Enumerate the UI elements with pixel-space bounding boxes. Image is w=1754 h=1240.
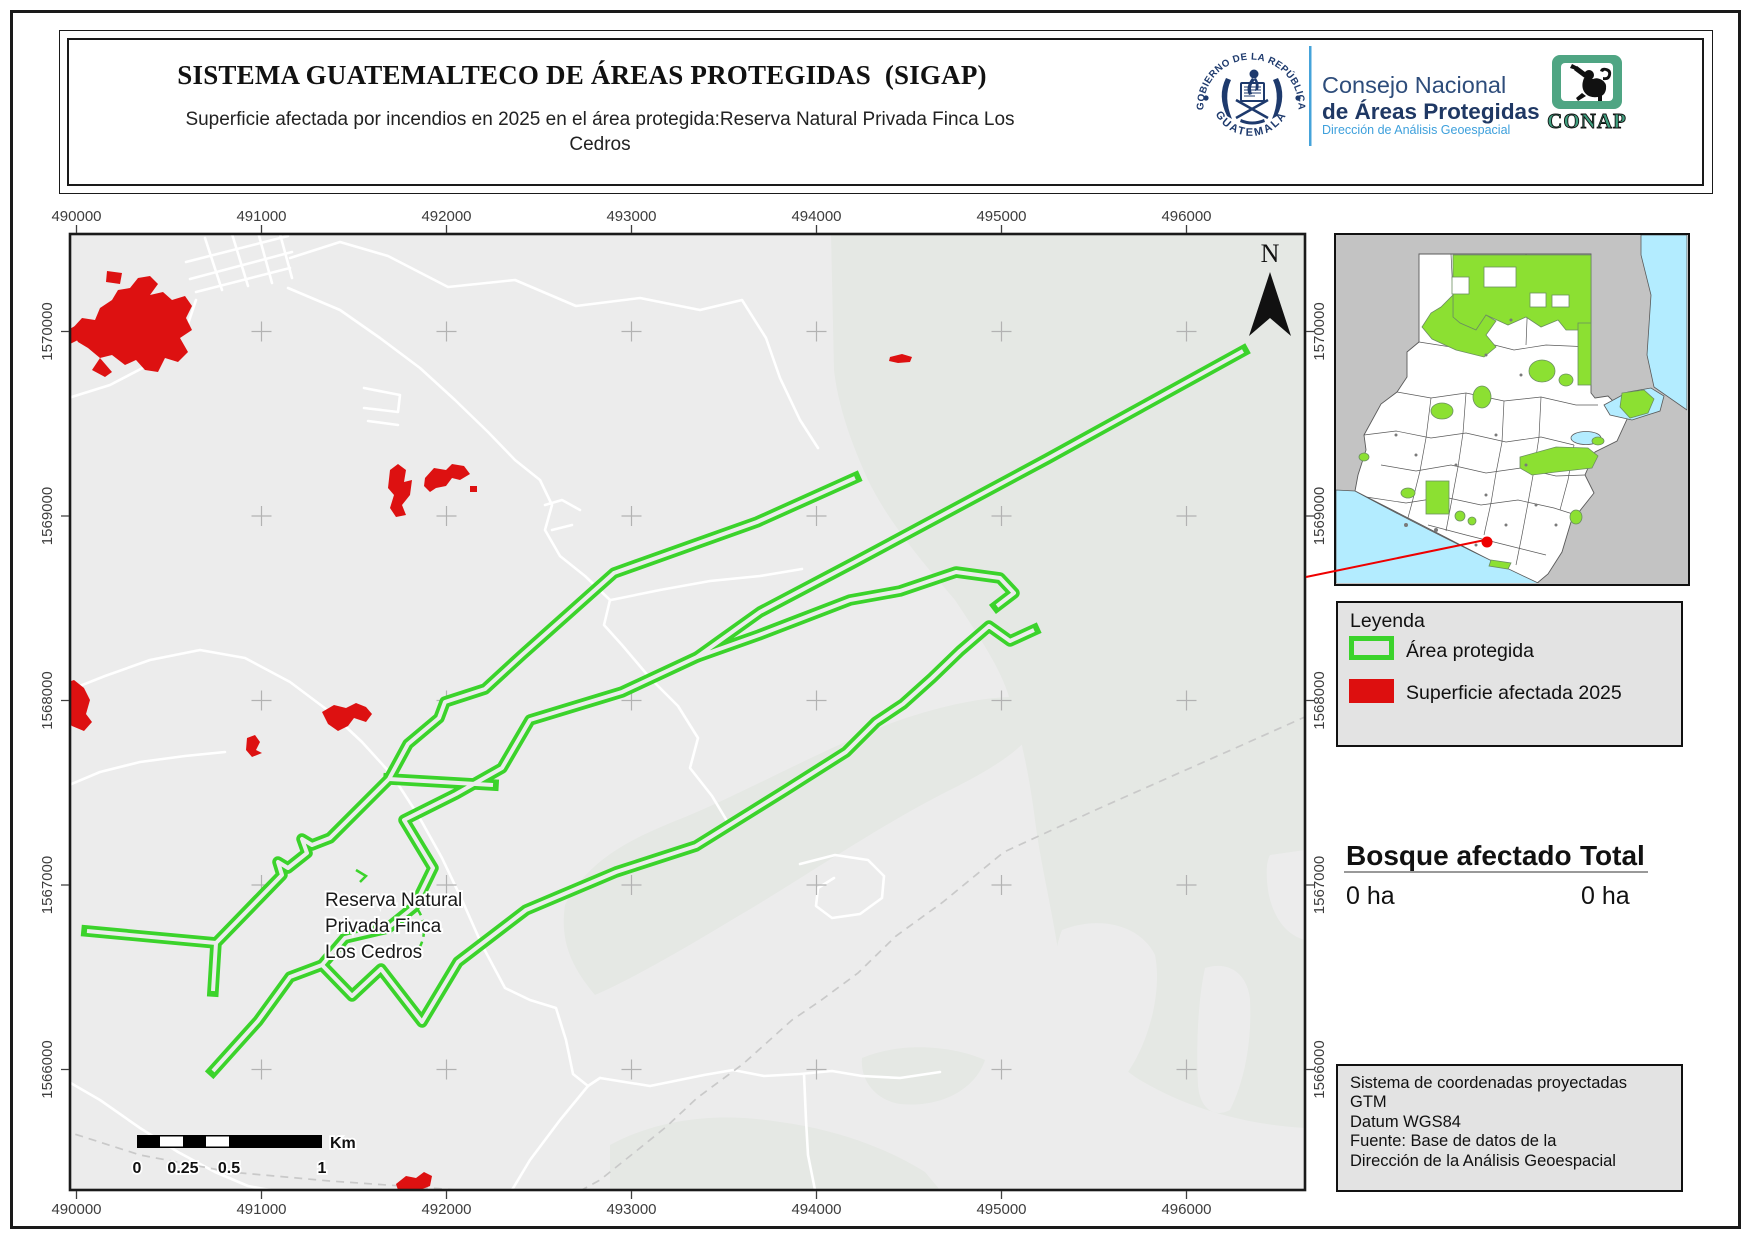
svg-text:494000: 494000 (791, 1201, 841, 1218)
svg-text:CONAP: CONAP (1547, 109, 1627, 133)
svg-text:N: N (1261, 239, 1280, 268)
svg-text:493000: 493000 (606, 1201, 656, 1218)
svg-text:de Áreas Protegidas: de Áreas Protegidas (1322, 99, 1540, 124)
svg-text:1567000: 1567000 (39, 856, 56, 914)
svg-text:1567000: 1567000 (1311, 856, 1328, 914)
svg-text:Privada Finca: Privada Finca (325, 916, 442, 937)
svg-text:Km: Km (330, 1135, 356, 1152)
svg-text:491000: 491000 (236, 208, 286, 225)
svg-text:1570000: 1570000 (1311, 302, 1328, 360)
svg-text:1566000: 1566000 (39, 1040, 56, 1098)
svg-text:492000: 492000 (421, 208, 471, 225)
svg-text:1569000: 1569000 (39, 487, 56, 545)
svg-text:1: 1 (318, 1160, 327, 1177)
svg-text:1568000: 1568000 (39, 671, 56, 729)
svg-text:495000: 495000 (976, 1201, 1026, 1218)
svg-text:1566000: 1566000 (1311, 1040, 1328, 1098)
svg-text:Dirección de Análisis Geoespac: Dirección de Análisis Geoespacial (1322, 123, 1510, 137)
svg-text:1570000: 1570000 (39, 302, 56, 360)
svg-text:0: 0 (133, 1160, 142, 1177)
svg-text:490000: 490000 (51, 1201, 101, 1218)
svg-text:495000: 495000 (976, 208, 1026, 225)
svg-text:Consejo Nacional: Consejo Nacional (1322, 72, 1506, 98)
svg-text:0.25: 0.25 (167, 1160, 198, 1177)
svg-text:1568000: 1568000 (1311, 671, 1328, 729)
svg-text:491000: 491000 (236, 1201, 286, 1218)
svg-text:496000: 496000 (1161, 1201, 1211, 1218)
svg-text:Reserva Natural: Reserva Natural (325, 890, 462, 911)
svg-text:492000: 492000 (421, 1201, 471, 1218)
svg-text:493000: 493000 (606, 208, 656, 225)
svg-text:496000: 496000 (1161, 208, 1211, 225)
svg-text:490000: 490000 (51, 208, 101, 225)
svg-text:1569000: 1569000 (1311, 487, 1328, 545)
svg-text:494000: 494000 (791, 208, 841, 225)
svg-text:Los Cedros: Los Cedros (325, 942, 422, 963)
svg-text:0.5: 0.5 (218, 1160, 240, 1177)
